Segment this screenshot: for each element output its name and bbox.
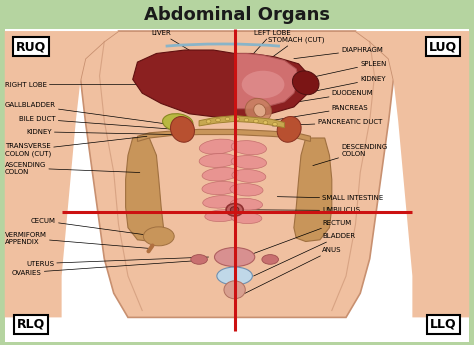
Text: LEFT LOBE: LEFT LOBE [254,30,291,53]
Text: VERMIFORM
APPENDIX: VERMIFORM APPENDIX [5,231,149,248]
Polygon shape [235,53,299,109]
Ellipse shape [163,114,193,131]
Ellipse shape [231,213,262,224]
Polygon shape [81,31,393,317]
Ellipse shape [191,255,207,264]
Text: PANCREAS: PANCREAS [270,105,368,121]
Polygon shape [126,138,164,241]
Text: PANCREATIC DUCT: PANCREATIC DUCT [273,119,382,126]
Circle shape [206,120,211,123]
Text: RUQ: RUQ [16,40,46,53]
Text: ANUS: ANUS [235,247,342,298]
Ellipse shape [202,181,239,195]
Polygon shape [137,129,310,141]
Circle shape [216,118,220,122]
Text: KIDNEY: KIDNEY [296,76,386,95]
FancyBboxPatch shape [5,29,469,342]
FancyArrowPatch shape [148,246,153,251]
Ellipse shape [224,281,246,299]
Text: SMALL INTESTINE: SMALL INTESTINE [277,195,383,201]
Circle shape [225,117,230,121]
Text: SPLEEN: SPLEEN [310,61,387,78]
Ellipse shape [199,139,237,154]
Circle shape [235,117,239,121]
Text: LIVER: LIVER [151,30,192,52]
FancyBboxPatch shape [0,0,474,29]
Ellipse shape [202,167,239,181]
Text: KIDNEY: KIDNEY [26,129,175,135]
Polygon shape [199,116,284,128]
Ellipse shape [203,196,238,208]
Ellipse shape [214,248,255,266]
Ellipse shape [230,198,263,210]
Text: LLQ: LLQ [430,318,456,331]
Text: BILE DUCT: BILE DUCT [19,116,175,129]
Ellipse shape [230,184,263,196]
Ellipse shape [277,117,301,142]
Ellipse shape [205,210,239,221]
Polygon shape [294,138,332,241]
Text: UTERUS: UTERUS [26,257,209,267]
Text: DESCENDING
COLON: DESCENDING COLON [313,144,388,166]
Polygon shape [5,31,118,317]
Ellipse shape [292,71,319,95]
Text: RECTUM: RECTUM [244,219,352,257]
Polygon shape [356,31,469,317]
Text: CECUM: CECUM [31,218,156,236]
Text: LUQ: LUQ [429,40,457,53]
Text: OVARIES: OVARIES [12,260,199,276]
Ellipse shape [242,71,284,98]
Text: STOMACH (CUT): STOMACH (CUT) [268,37,324,59]
Text: ASCENDING
COLON: ASCENDING COLON [5,161,140,175]
Ellipse shape [217,267,252,285]
Ellipse shape [143,227,174,246]
Text: DUODENUM: DUODENUM [265,90,374,107]
Ellipse shape [199,154,237,167]
Circle shape [263,121,268,124]
Ellipse shape [262,255,278,264]
Ellipse shape [245,98,272,122]
Text: DIAPHRAGM: DIAPHRAGM [294,47,383,59]
Circle shape [230,207,239,213]
Polygon shape [133,50,235,119]
Text: TRANSVERSE
COLON (CUT): TRANSVERSE COLON (CUT) [5,136,147,157]
Ellipse shape [171,117,194,142]
Text: Abdominal Organs: Abdominal Organs [144,6,330,24]
Text: GALLBLADDER: GALLBLADDER [5,102,168,124]
Text: BLADDER: BLADDER [254,233,356,276]
Polygon shape [235,53,308,119]
Circle shape [244,118,249,122]
Text: RLQ: RLQ [17,318,45,331]
Ellipse shape [231,141,266,155]
Ellipse shape [254,104,266,117]
Text: RIGHT LOBE: RIGHT LOBE [5,81,156,88]
Ellipse shape [231,156,266,169]
Text: UMBILICUS: UMBILICUS [244,207,360,214]
Circle shape [254,119,258,123]
Circle shape [226,204,243,216]
Circle shape [273,122,277,126]
Ellipse shape [232,169,266,183]
